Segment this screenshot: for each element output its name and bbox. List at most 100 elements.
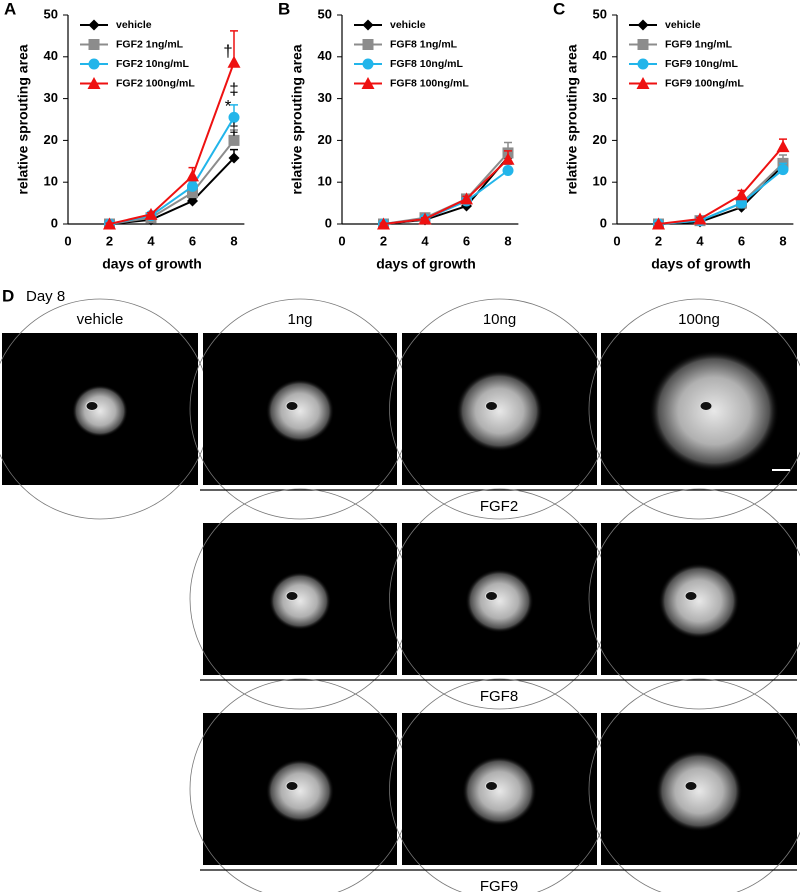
legend-marker bbox=[637, 39, 649, 50]
bead bbox=[699, 401, 713, 411]
y-tick-label: 0 bbox=[600, 215, 607, 230]
marker bbox=[736, 197, 747, 209]
sprout-area bbox=[456, 370, 543, 452]
y-tick-label: 50 bbox=[593, 6, 607, 21]
y-tick-label: 50 bbox=[318, 6, 332, 21]
marker bbox=[186, 169, 199, 182]
legend-label: FGF2 100ng/mL bbox=[116, 77, 195, 89]
bead bbox=[285, 781, 299, 791]
column-label: 1ng bbox=[287, 311, 312, 328]
legend-label: FGF9 100ng/mL bbox=[665, 77, 744, 89]
legend-label: FGF2 1ng/mL bbox=[116, 38, 184, 50]
sprout-area bbox=[265, 759, 335, 823]
x-tick-label: 4 bbox=[696, 233, 704, 248]
group-label: FGF9 bbox=[480, 878, 518, 892]
series-line bbox=[658, 146, 784, 225]
sprout-area bbox=[658, 563, 740, 639]
panel-letter: B bbox=[278, 0, 290, 18]
x-tick-label: 0 bbox=[338, 233, 345, 248]
legend-marker bbox=[637, 19, 649, 31]
y-tick-label: 30 bbox=[593, 90, 607, 105]
panel-letter: D bbox=[2, 286, 14, 305]
legend-marker bbox=[87, 77, 101, 89]
well-outline bbox=[588, 488, 800, 710]
sprout-area bbox=[655, 750, 743, 832]
x-tick-label: 8 bbox=[779, 233, 786, 248]
y-tick-label: 20 bbox=[593, 132, 607, 147]
y-tick-label: 30 bbox=[318, 90, 332, 105]
marker bbox=[652, 217, 665, 230]
bead bbox=[285, 591, 299, 601]
sprout-area bbox=[269, 572, 331, 630]
x-tick-label: 4 bbox=[147, 233, 155, 248]
y-tick-label: 20 bbox=[318, 132, 332, 147]
annotation: ‡ bbox=[229, 79, 238, 98]
legend-label: FGF2 10ng/mL bbox=[116, 58, 190, 70]
legend-marker bbox=[88, 39, 100, 50]
legend-label: FGF8 100ng/mL bbox=[390, 77, 469, 89]
legend-marker bbox=[637, 58, 649, 70]
y-tick-label: 10 bbox=[318, 174, 332, 189]
legend-label: vehicle bbox=[390, 19, 426, 31]
legend-label: FGF8 10ng/mL bbox=[390, 58, 464, 70]
panel-letter: A bbox=[4, 0, 16, 18]
annotation: ‡ bbox=[229, 119, 238, 138]
column-label: 10ng bbox=[483, 311, 516, 328]
legend-label: FGF8 1ng/mL bbox=[390, 38, 458, 50]
x-tick-label: 8 bbox=[504, 233, 511, 248]
marker bbox=[377, 217, 390, 230]
legend-label: vehicle bbox=[665, 19, 701, 31]
sprout-area bbox=[648, 350, 780, 472]
y-tick-label: 30 bbox=[44, 90, 58, 105]
y-tick-label: 40 bbox=[318, 48, 332, 63]
well-outline bbox=[588, 298, 800, 520]
x-tick-label: 8 bbox=[230, 233, 237, 248]
marker bbox=[144, 207, 158, 220]
x-tick-label: 2 bbox=[655, 233, 662, 248]
marker bbox=[187, 187, 198, 199]
series-line bbox=[109, 61, 235, 225]
marker bbox=[187, 180, 198, 192]
bead bbox=[85, 401, 99, 411]
sprout-area bbox=[465, 569, 534, 633]
bead bbox=[285, 401, 299, 411]
y-axis-label: relative sprouting area bbox=[15, 44, 31, 194]
group-label: FGF8 bbox=[480, 688, 518, 705]
series-line bbox=[109, 157, 235, 225]
x-tick-label: 0 bbox=[613, 233, 620, 248]
marker bbox=[693, 212, 707, 225]
y-tick-label: 0 bbox=[325, 215, 332, 230]
y-tick-label: 40 bbox=[593, 48, 607, 63]
annotation: * bbox=[225, 96, 232, 115]
y-tick-label: 40 bbox=[44, 48, 58, 63]
marker bbox=[502, 164, 514, 176]
marker bbox=[735, 188, 748, 201]
marker bbox=[418, 212, 432, 225]
panel-letter: C bbox=[553, 0, 565, 18]
legend-label: vehicle bbox=[116, 19, 152, 31]
legend-label: FGF9 10ng/mL bbox=[665, 58, 739, 70]
sprout-area bbox=[72, 384, 128, 438]
legend-label: FGF9 1ng/mL bbox=[665, 38, 733, 50]
marker bbox=[777, 164, 789, 176]
column-label: 100ng bbox=[678, 311, 720, 328]
marker bbox=[460, 192, 473, 205]
bead bbox=[485, 781, 498, 791]
marker bbox=[228, 111, 240, 123]
bead bbox=[485, 591, 498, 601]
marker bbox=[103, 217, 116, 230]
series-line bbox=[658, 168, 784, 225]
series-line bbox=[109, 116, 235, 225]
x-tick-label: 4 bbox=[421, 233, 429, 248]
marker bbox=[776, 140, 790, 153]
x-tick-label: 6 bbox=[463, 233, 470, 248]
marker bbox=[187, 195, 198, 207]
well-outline bbox=[588, 678, 800, 892]
legend-marker bbox=[88, 19, 100, 31]
marker bbox=[228, 152, 240, 164]
marker bbox=[227, 55, 241, 68]
x-axis-label: days of growth bbox=[102, 256, 202, 272]
x-tick-label: 6 bbox=[738, 233, 745, 248]
x-tick-label: 2 bbox=[380, 233, 387, 248]
legend-marker bbox=[362, 39, 374, 50]
